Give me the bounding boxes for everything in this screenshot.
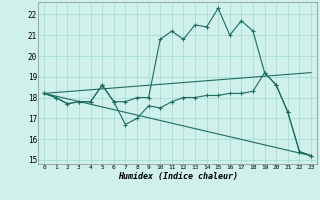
X-axis label: Humidex (Indice chaleur): Humidex (Indice chaleur) (118, 172, 238, 181)
